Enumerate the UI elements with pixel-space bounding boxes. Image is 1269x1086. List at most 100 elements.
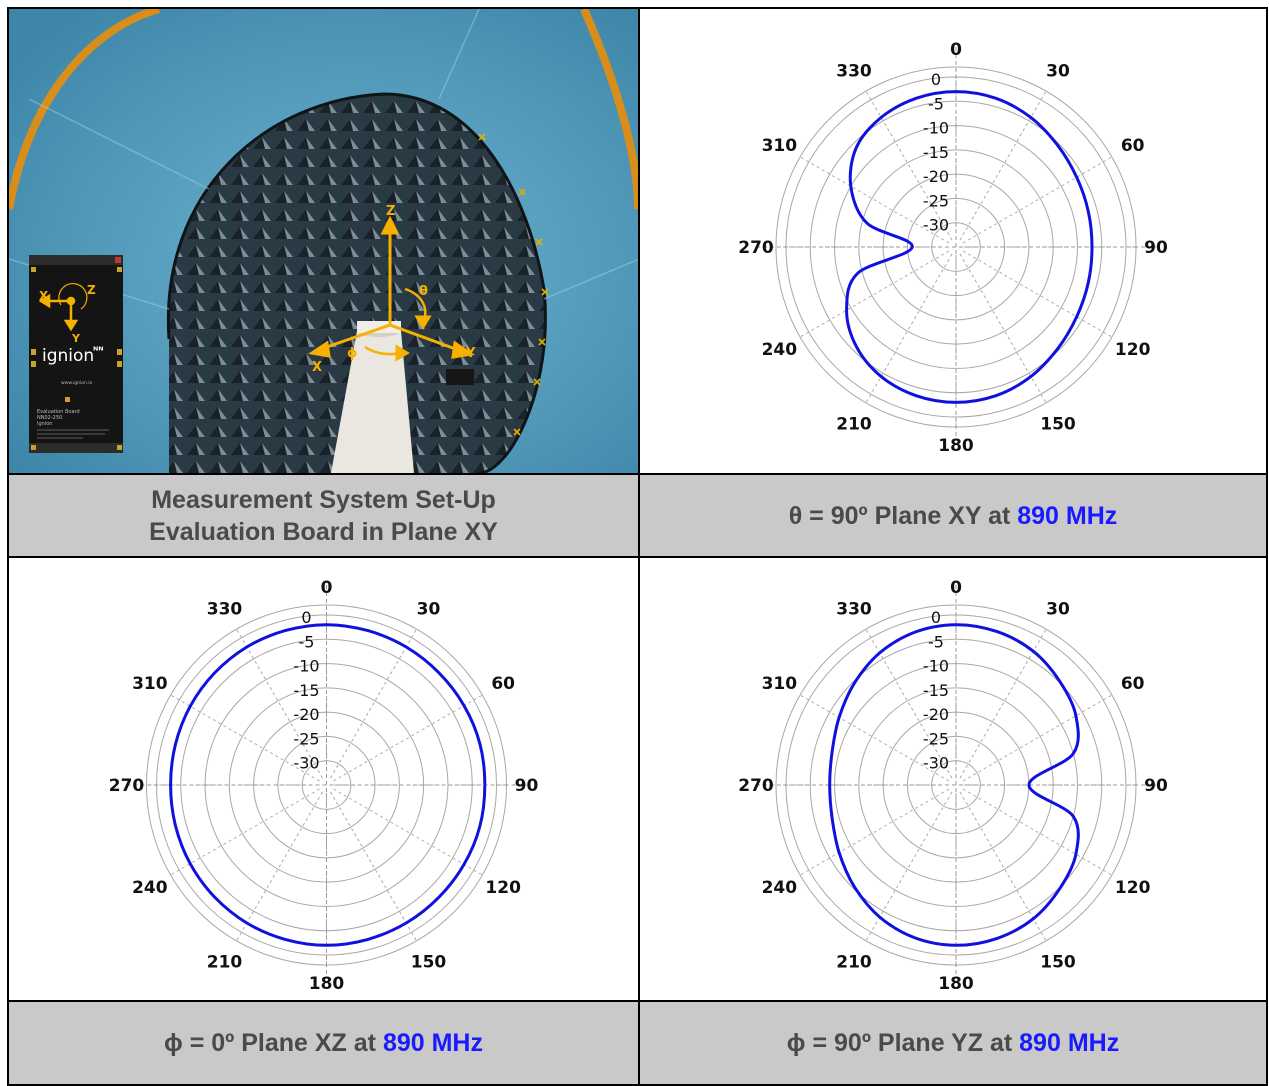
angle-tick-240: 240 — [762, 340, 798, 360]
angle-tick-210: 210 — [207, 953, 243, 973]
caption-setup: Measurement System Set-Up Evaluation Boa… — [9, 475, 638, 556]
radial-tick-minus30: -30 — [923, 216, 949, 235]
angle-tick-120: 120 — [485, 878, 521, 898]
radial-tick-minus5: -5 — [928, 632, 944, 651]
table-border-row1 — [7, 473, 1267, 475]
angle-tick-30: 30 — [417, 599, 441, 619]
radiation-pattern-curve — [169, 623, 487, 947]
caption-xz: ϕ = 0º Plane XZ at 890 MHz — [9, 1002, 638, 1084]
polar-grid — [126, 585, 527, 975]
caption-yz-frequency: 890 MHz — [1019, 1029, 1120, 1057]
angle-tick-180: 180 — [938, 436, 974, 456]
angle-tick-240: 240 — [132, 878, 168, 898]
angle-tick-0: 0 — [950, 578, 962, 598]
angle-tick-30: 30 — [1046, 599, 1070, 619]
table-border-row3 — [7, 1000, 1267, 1002]
angle-tick-210: 210 — [836, 953, 872, 973]
board-fine-print — [37, 429, 109, 439]
radial-tick-0: 0 — [301, 608, 311, 627]
radial-tick-minus10: -10 — [923, 119, 949, 138]
caption-xy-frequency: 890 MHz — [1017, 501, 1118, 530]
angle-tick-210: 210 — [836, 415, 872, 435]
radial-tick-minus15: -15 — [293, 681, 319, 700]
axis-label-x: X — [312, 360, 322, 375]
board-brand: ignion — [42, 346, 94, 366]
probe-device — [446, 369, 474, 385]
polar-chart-xy: 0 30 60 90 120 150 180 210 240 270 310 330 0 -5 -10 -15… — [738, 40, 1168, 456]
angle-tick-60: 60 — [1121, 136, 1145, 156]
radial-tick-minus5: -5 — [928, 94, 944, 113]
angle-tick-60: 60 — [491, 674, 515, 694]
board-title: Evaluation Board — [37, 409, 80, 415]
radial-tick-minus10: -10 — [923, 657, 949, 676]
radial-tick-0: 0 — [931, 70, 941, 89]
angle-tick-330: 330 — [207, 599, 243, 619]
polar-chart-xz: 0 30 60 90 120 150 180 210 240 270 310 330 0 -5 -10 -15… — [109, 578, 539, 994]
angle-tick-90: 90 — [1144, 776, 1168, 796]
angle-tick-180: 180 — [309, 974, 345, 994]
table-border-top — [7, 7, 1267, 9]
radial-tick-minus25: -25 — [923, 191, 949, 210]
caption-xy: θ = 90º Plane XY at 890 MHz — [640, 475, 1266, 556]
radial-tick-minus15: -15 — [923, 681, 949, 700]
board-model: NN02-250 — [37, 415, 62, 421]
radial-tick-minus20: -20 — [923, 167, 949, 186]
angle-tick-330: 330 — [836, 599, 872, 619]
board-website: www.ignion.io — [61, 380, 93, 386]
chamber-rim — [9, 9, 161, 210]
board-brand-mark: ᴺᴺ — [93, 346, 104, 357]
angle-tick-240: 240 — [762, 878, 798, 898]
table-border-right — [1266, 7, 1268, 1086]
board-axis-x: X — [39, 289, 49, 303]
angle-tick-150: 150 — [411, 953, 447, 973]
radial-tick-0: 0 — [931, 608, 941, 627]
board-axis-y: Y — [71, 332, 81, 345]
angle-tick-310: 310 — [132, 674, 168, 694]
radiation-pattern-curve — [845, 90, 1094, 404]
positioner-cone — [331, 331, 414, 473]
polar-grid — [756, 585, 1156, 975]
angle-tick-310: 310 — [762, 136, 798, 156]
caption-yz: ϕ = 90º Plane YZ at 890 MHz — [640, 1002, 1266, 1084]
radial-tick-minus20: -20 — [293, 705, 319, 724]
axis-label-phi: ϕ — [347, 346, 357, 361]
radial-tick-minus30: -30 — [923, 754, 949, 773]
caption-xz-frequency: 890 MHz — [382, 1029, 483, 1057]
angle-tick-310: 310 — [762, 674, 798, 694]
angle-tick-90: 90 — [1144, 238, 1168, 258]
radial-tick-minus20: -20 — [923, 705, 949, 724]
caption-xy-text: θ = 90º Plane XY at — [788, 501, 1018, 530]
board-axis-z: Z — [87, 283, 96, 297]
angle-tick-30: 30 — [1046, 61, 1070, 81]
board-maker: Ignion — [37, 421, 52, 427]
radial-tick-minus5: -5 — [299, 632, 315, 651]
angle-tick-120: 120 — [1115, 878, 1151, 898]
angle-tick-270: 270 — [738, 238, 774, 258]
axis-label-y: Y — [465, 346, 476, 361]
evaluation-board-inset: X Z Y ignion ᴺᴺ www.ignion.io Evaluation… — [29, 255, 123, 453]
axis-label-z: Z — [386, 204, 395, 219]
anechoic-chamber-image: Z θ X ϕ Y X Z Y — [9, 9, 638, 473]
axis-label-theta: θ — [419, 284, 428, 299]
angle-tick-120: 120 — [1115, 340, 1151, 360]
table-border-row2 — [7, 556, 1267, 558]
angle-tick-0: 0 — [321, 578, 333, 598]
radial-tick-minus25: -25 — [923, 729, 949, 748]
polar-grid — [756, 47, 1156, 437]
angle-tick-270: 270 — [738, 776, 774, 796]
table-border-left — [7, 7, 9, 1086]
angle-tick-60: 60 — [1121, 674, 1145, 694]
angle-tick-150: 150 — [1040, 415, 1076, 435]
radial-tick-minus10: -10 — [293, 657, 319, 676]
angle-tick-90: 90 — [515, 776, 539, 796]
radial-tick-minus15: -15 — [923, 143, 949, 162]
caption-yz-text: ϕ = 90º Plane YZ at — [786, 1029, 1020, 1057]
angle-tick-180: 180 — [938, 974, 974, 994]
table-border-bottom — [7, 1084, 1267, 1086]
table-border-middle — [638, 7, 640, 1086]
radiation-pattern-curve — [828, 623, 1080, 947]
angle-tick-0: 0 — [950, 40, 962, 60]
caption-setup-line2: Evaluation Board in Plane XY — [149, 517, 498, 546]
radial-tick-minus30: -30 — [293, 754, 319, 773]
caption-setup-line1: Measurement System Set-Up — [151, 485, 496, 514]
